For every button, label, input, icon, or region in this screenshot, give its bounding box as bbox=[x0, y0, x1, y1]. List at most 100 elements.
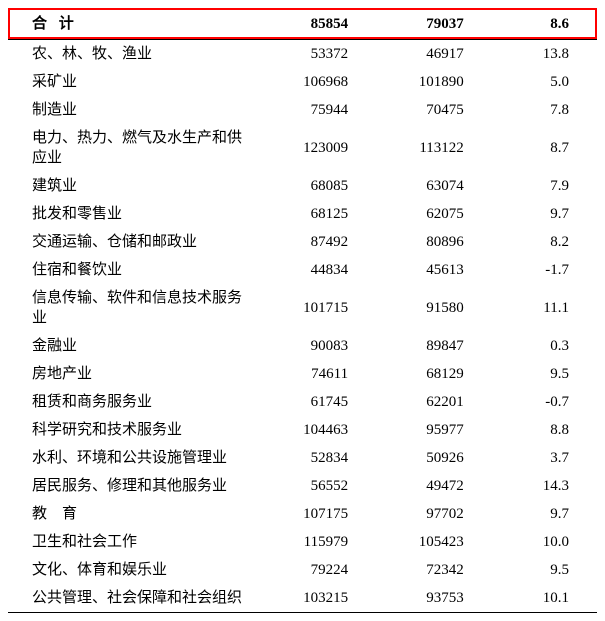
row-v3: -1.7 bbox=[492, 256, 597, 284]
row-v1: 74611 bbox=[260, 360, 376, 388]
row-label: 居民服务、修理和其他服务业 bbox=[8, 472, 260, 500]
row-label: 信息传输、软件和信息技术服务业 bbox=[8, 284, 260, 332]
row-v1: 123009 bbox=[260, 124, 376, 172]
row-v2: 93753 bbox=[376, 584, 492, 613]
row-label: 房地产业 bbox=[8, 360, 260, 388]
row-v1: 101715 bbox=[260, 284, 376, 332]
row-v1: 104463 bbox=[260, 416, 376, 444]
row-v2: 70475 bbox=[376, 96, 492, 124]
row-v3: 7.8 bbox=[492, 96, 597, 124]
row-v3: 9.5 bbox=[492, 556, 597, 584]
row-v3: 0.3 bbox=[492, 332, 597, 360]
row-label: 制造业 bbox=[8, 96, 260, 124]
row-label: 交通运输、仓储和邮政业 bbox=[8, 228, 260, 256]
row-v3: 11.1 bbox=[492, 284, 597, 332]
table-row: 教 育107175977029.7 bbox=[8, 500, 597, 528]
row-v3: 10.1 bbox=[492, 584, 597, 613]
row-v3: 9.7 bbox=[492, 200, 597, 228]
row-v2: 80896 bbox=[376, 228, 492, 256]
row-v2: 62201 bbox=[376, 388, 492, 416]
row-v2: 95977 bbox=[376, 416, 492, 444]
row-v2: 68129 bbox=[376, 360, 492, 388]
row-label: 金融业 bbox=[8, 332, 260, 360]
table-row: 水利、环境和公共设施管理业52834509263.7 bbox=[8, 444, 597, 472]
row-v2: 50926 bbox=[376, 444, 492, 472]
row-v2: 49472 bbox=[376, 472, 492, 500]
row-v2: 89847 bbox=[376, 332, 492, 360]
row-v1: 106968 bbox=[260, 68, 376, 96]
row-v1: 52834 bbox=[260, 444, 376, 472]
row-v2: 113122 bbox=[376, 124, 492, 172]
row-v2: 63074 bbox=[376, 172, 492, 200]
row-label: 农、林、牧、渔业 bbox=[8, 40, 260, 69]
row-v2: 105423 bbox=[376, 528, 492, 556]
table-row: 电力、热力、燃气及水生产和供应业1230091131228.7 bbox=[8, 124, 597, 172]
data-table-wrap: 合 计 85854 79037 8.6 农、林、牧、渔业533724691713… bbox=[8, 8, 597, 613]
row-v1: 61745 bbox=[260, 388, 376, 416]
table-row: 交通运输、仓储和邮政业87492808968.2 bbox=[8, 228, 597, 256]
row-label: 住宿和餐饮业 bbox=[8, 256, 260, 284]
row-v3: 8.8 bbox=[492, 416, 597, 444]
row-v1: 68085 bbox=[260, 172, 376, 200]
row-v1: 103215 bbox=[260, 584, 376, 613]
total-v1: 85854 bbox=[260, 9, 376, 40]
row-v1: 79224 bbox=[260, 556, 376, 584]
row-v3: 3.7 bbox=[492, 444, 597, 472]
table-row: 农、林、牧、渔业533724691713.8 bbox=[8, 40, 597, 69]
row-label: 批发和零售业 bbox=[8, 200, 260, 228]
row-v3: 9.7 bbox=[492, 500, 597, 528]
row-v3: 8.7 bbox=[492, 124, 597, 172]
data-table: 合 计 85854 79037 8.6 农、林、牧、渔业533724691713… bbox=[8, 8, 597, 613]
table-row: 公共管理、社会保障和社会组织1032159375310.1 bbox=[8, 584, 597, 613]
row-v3: -0.7 bbox=[492, 388, 597, 416]
row-label: 租赁和商务服务业 bbox=[8, 388, 260, 416]
table-row: 科学研究和技术服务业104463959778.8 bbox=[8, 416, 597, 444]
row-label: 公共管理、社会保障和社会组织 bbox=[8, 584, 260, 613]
row-v2: 46917 bbox=[376, 40, 492, 69]
row-v1: 75944 bbox=[260, 96, 376, 124]
table-row: 卫生和社会工作11597910542310.0 bbox=[8, 528, 597, 556]
row-label: 电力、热力、燃气及水生产和供应业 bbox=[8, 124, 260, 172]
row-v1: 56552 bbox=[260, 472, 376, 500]
row-v3: 14.3 bbox=[492, 472, 597, 500]
row-v1: 115979 bbox=[260, 528, 376, 556]
row-label: 水利、环境和公共设施管理业 bbox=[8, 444, 260, 472]
row-label: 文化、体育和娱乐业 bbox=[8, 556, 260, 584]
table-row: 批发和零售业68125620759.7 bbox=[8, 200, 597, 228]
table-row: 文化、体育和娱乐业79224723429.5 bbox=[8, 556, 597, 584]
row-label: 教 育 bbox=[8, 500, 260, 528]
row-v1: 53372 bbox=[260, 40, 376, 69]
row-label: 卫生和社会工作 bbox=[8, 528, 260, 556]
total-v2: 79037 bbox=[376, 9, 492, 40]
row-v3: 7.9 bbox=[492, 172, 597, 200]
row-v1: 107175 bbox=[260, 500, 376, 528]
row-v3: 5.0 bbox=[492, 68, 597, 96]
row-label: 科学研究和技术服务业 bbox=[8, 416, 260, 444]
row-v3: 8.2 bbox=[492, 228, 597, 256]
table-row: 房地产业74611681299.5 bbox=[8, 360, 597, 388]
total-v3: 8.6 bbox=[492, 9, 597, 40]
table-row: 制造业75944704757.8 bbox=[8, 96, 597, 124]
table-row: 金融业90083898470.3 bbox=[8, 332, 597, 360]
row-v1: 90083 bbox=[260, 332, 376, 360]
row-v2: 45613 bbox=[376, 256, 492, 284]
table-row: 租赁和商务服务业6174562201-0.7 bbox=[8, 388, 597, 416]
row-v3: 13.8 bbox=[492, 40, 597, 69]
row-v1: 44834 bbox=[260, 256, 376, 284]
row-v2: 62075 bbox=[376, 200, 492, 228]
row-label: 建筑业 bbox=[8, 172, 260, 200]
table-container: 合 计 85854 79037 8.6 农、林、牧、渔业533724691713… bbox=[8, 8, 597, 613]
total-label: 合 计 bbox=[8, 9, 260, 40]
row-v2: 91580 bbox=[376, 284, 492, 332]
row-v2: 72342 bbox=[376, 556, 492, 584]
row-v2: 97702 bbox=[376, 500, 492, 528]
row-v1: 68125 bbox=[260, 200, 376, 228]
row-v1: 87492 bbox=[260, 228, 376, 256]
row-label: 采矿业 bbox=[8, 68, 260, 96]
table-total-row: 合 计 85854 79037 8.6 bbox=[8, 9, 597, 40]
table-row: 建筑业68085630747.9 bbox=[8, 172, 597, 200]
row-v3: 9.5 bbox=[492, 360, 597, 388]
table-row: 采矿业1069681018905.0 bbox=[8, 68, 597, 96]
table-row: 信息传输、软件和信息技术服务业1017159158011.1 bbox=[8, 284, 597, 332]
table-row: 居民服务、修理和其他服务业565524947214.3 bbox=[8, 472, 597, 500]
